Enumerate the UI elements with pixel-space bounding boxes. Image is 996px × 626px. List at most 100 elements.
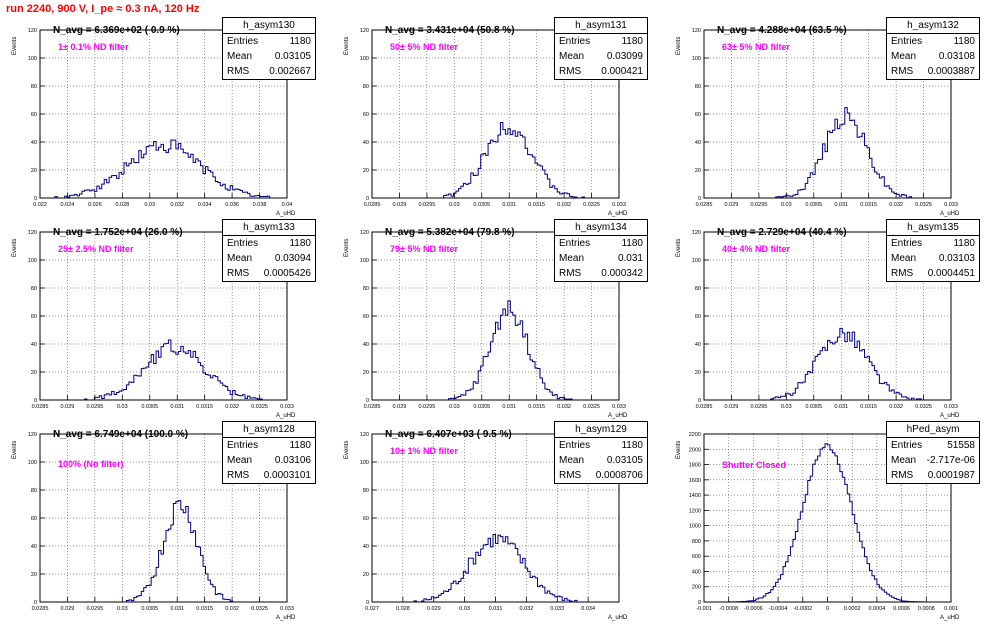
stats-box: h_asym129 Entries 1180 Mean 0.03105 RMS 0.0008… (554, 421, 648, 484)
y-tick-label: 60 (363, 112, 369, 118)
stats-entries-value: 51558 (947, 440, 975, 451)
stats-mean-row: Mean 0.03099 (555, 49, 647, 64)
y-tick-label: 400 (692, 569, 701, 575)
y-tick-label: 20 (363, 168, 369, 174)
stats-mean-value: 0.03099 (606, 51, 643, 62)
stats-title: h_asym129 (555, 422, 647, 438)
filter-label: 10± 1% ND filter (390, 446, 458, 456)
x-tick-label: 0.034 (198, 202, 212, 208)
histogram-panel-h_asym129: 0.027 0.028 0.029 0.03 0.031 0.032 0.033 0.034 0… (332, 419, 664, 626)
x-tick-label: 0.03 (449, 404, 460, 410)
y-tick-label: 100 (360, 460, 369, 466)
x-axis-label: A_uHD (276, 615, 296, 621)
stats-box: h_asym130 Entries 1180 Mean 0.03105 RMS 0.0026… (222, 17, 316, 80)
stats-rms-value: 0.0003887 (927, 66, 975, 77)
y-axis-label: Events (676, 36, 682, 55)
x-tick-label: 0.033 (280, 404, 294, 410)
x-tick-label: 0.022 (33, 202, 47, 208)
y-tick-label: 80 (695, 84, 701, 90)
stats-box: h_asym131 Entries 1180 Mean 0.03099 RMS 0.0004… (554, 17, 648, 80)
stats-entries-label: Entries (891, 238, 923, 249)
x-tick-label: 0.033 (280, 606, 294, 612)
x-tick-label: 0.0305 (473, 202, 490, 208)
histogram-series (40, 339, 287, 401)
x-tick-label: 0.03 (117, 404, 128, 410)
y-tick-label: 40 (31, 140, 37, 146)
stats-rms-label: RMS (559, 268, 582, 279)
stats-entries-label: Entries (227, 238, 259, 249)
y-tick-label: 40 (695, 342, 701, 348)
y-tick-label: 100 (360, 56, 369, 62)
x-tick-label: 0.033 (550, 606, 564, 612)
x-tick-label: 0.033 (612, 202, 626, 208)
x-tick-label: 0.0295 (86, 606, 103, 612)
x-tick-label: 0.029 (393, 202, 407, 208)
x-axis-label: A_uHD (608, 413, 628, 419)
x-tick-label: 0.031 (170, 606, 184, 612)
x-tick-label: 0.0315 (860, 404, 877, 410)
x-tick-label: 0.0295 (86, 404, 103, 410)
stats-mean-label: Mean (559, 455, 585, 466)
stats-mean-value: 0.03103 (938, 253, 975, 264)
x-tick-label: 0.0285 (364, 202, 381, 208)
stats-rms-value: 0.0004451 (927, 268, 975, 279)
x-tick-label: -0.0008 (719, 606, 738, 612)
y-tick-label: 120 (360, 432, 369, 438)
x-tick-label: 0.0295 (418, 404, 435, 410)
y-tick-label: 20 (695, 168, 701, 174)
histogram-plot: 0.0285 0.029 0.0295 0.03 0.0305 0.031 0.0315 0.… (28, 432, 294, 612)
stats-mean-label: Mean (891, 253, 917, 264)
y-tick-label: 0 (34, 600, 37, 606)
histogram-series (372, 533, 619, 603)
y-tick-label: 20 (31, 370, 37, 376)
stats-entries-row: Entries 1180 (555, 236, 647, 251)
x-axis-label: A_uHD (608, 211, 628, 217)
x-tick-label: 0.032 (557, 202, 571, 208)
stats-mean-label: Mean (227, 253, 253, 264)
stats-mean-value: 0.03094 (274, 253, 311, 264)
navg-label: N_avg = 5.382e+04 (79.8 %) (385, 227, 515, 238)
navg-label: N_avg = 6.749e+04 (100.0 %) (53, 429, 189, 440)
stats-rms-label: RMS (891, 268, 914, 279)
stats-rms-row: RMS 0.000342 (555, 266, 647, 281)
y-tick-label: 40 (363, 544, 369, 550)
x-tick-label: 0.0325 (583, 404, 600, 410)
x-tick-label: 0.033 (944, 202, 958, 208)
histogram-series (704, 107, 951, 199)
x-tick-label: 0.029 (427, 606, 441, 612)
stats-mean-row: Mean 0.03094 (223, 251, 315, 266)
y-axis-label: Events (676, 238, 682, 257)
stats-entries-value: 1180 (289, 238, 311, 249)
stats-rms-label: RMS (227, 66, 250, 77)
y-tick-label: 1600 (689, 478, 701, 484)
navg-label: N_avg = 2.729e+04 (40.4 %) (717, 227, 847, 238)
x-tick-label: 0.0305 (805, 202, 822, 208)
x-tick-label: 0.03 (449, 202, 460, 208)
y-tick-label: 1000 (689, 524, 701, 530)
stats-entries-label: Entries (227, 36, 259, 47)
histogram-panel-h_asym131: 0.0285 0.029 0.0295 0.03 0.0305 0.031 0.0315 0.… (332, 15, 664, 222)
x-tick-label: 0.03 (459, 606, 470, 612)
histogram-series (372, 300, 619, 401)
stats-rms-row: RMS 0.0005426 (223, 266, 315, 281)
y-tick-label: 20 (363, 370, 369, 376)
x-tick-label: 0.031 (834, 202, 848, 208)
stats-rms-row: RMS 0.002667 (223, 64, 315, 79)
x-tick-label: 0.033 (612, 404, 626, 410)
stats-mean-value: 0.03108 (938, 51, 975, 62)
stats-title: h_asym131 (555, 18, 647, 34)
x-tick-label: 0.031 (489, 606, 503, 612)
stats-rms-label: RMS (891, 66, 914, 77)
filter-label: 50± 5% ND filter (390, 42, 458, 52)
x-tick-label: 0.0285 (696, 404, 713, 410)
y-tick-label: 20 (695, 370, 701, 376)
x-tick-label: -0.0006 (744, 606, 763, 612)
y-axis-label: Events (676, 440, 682, 459)
y-tick-label: 120 (692, 28, 701, 34)
y-tick-label: 60 (31, 112, 37, 118)
stats-box: h_asym135 Entries 1180 Mean 0.03103 RMS 0.0004… (886, 219, 980, 282)
y-tick-label: 60 (363, 314, 369, 320)
histogram-panel-h_asym130: 0.022 0.024 0.026 0.028 0.03 0.032 0.034 0.036 0… (0, 15, 332, 222)
y-tick-label: 60 (31, 516, 37, 522)
stats-entries-row: Entries 1180 (223, 438, 315, 453)
